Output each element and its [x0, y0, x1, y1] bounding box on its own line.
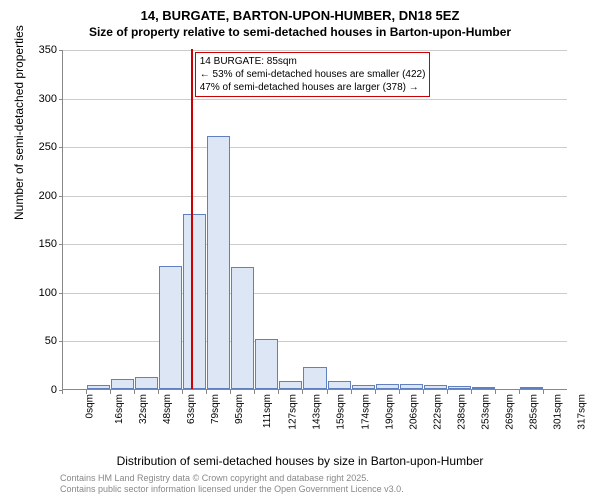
- x-tick-label: 159sqm: [336, 394, 347, 430]
- x-tick-mark: [278, 390, 279, 394]
- x-tick-label: 63sqm: [186, 394, 197, 424]
- x-tick-label: 174sqm: [360, 394, 371, 430]
- x-tick-mark: [375, 390, 376, 394]
- footer-attribution: Contains HM Land Registry data © Crown c…: [60, 473, 404, 496]
- x-tick-mark: [543, 390, 544, 394]
- x-tick-label: 206sqm: [408, 394, 419, 430]
- histogram-bar: [520, 387, 543, 389]
- annotation-line: ← 53% of semi-detached houses are smalle…: [200, 68, 426, 81]
- x-tick-label: 0sqm: [84, 394, 95, 418]
- x-tick-mark: [158, 390, 159, 394]
- gridline: [63, 99, 567, 100]
- x-tick-label: 269sqm: [504, 394, 515, 430]
- reference-marker-line: [191, 49, 193, 389]
- x-tick-label: 79sqm: [210, 394, 221, 424]
- histogram-bar: [159, 266, 182, 389]
- gridline: [63, 147, 567, 148]
- x-tick-mark: [62, 390, 63, 394]
- histogram-bar: [87, 385, 110, 389]
- chart-title-main: 14, BURGATE, BARTON-UPON-HUMBER, DN18 5E…: [0, 0, 600, 23]
- x-tick-label: 253sqm: [480, 394, 491, 430]
- y-tick-label: 100: [39, 287, 57, 299]
- histogram-bar: [183, 214, 206, 389]
- plot-area: 05010015020025030035014 BURGATE: 85sqm← …: [62, 50, 567, 390]
- x-tick-mark: [519, 390, 520, 394]
- y-axis-label: Number of semi-detached properties: [12, 25, 26, 220]
- x-tick-label: 285sqm: [528, 394, 539, 430]
- x-tick-mark: [206, 390, 207, 394]
- gridline: [63, 50, 567, 51]
- x-tick-label: 16sqm: [114, 394, 125, 424]
- chart-container: 05010015020025030035014 BURGATE: 85sqm← …: [62, 50, 567, 420]
- x-tick-mark: [327, 390, 328, 394]
- x-tick-mark: [182, 390, 183, 394]
- y-tick-label: 0: [51, 384, 57, 396]
- x-tick-mark: [495, 390, 496, 394]
- histogram-bar: [303, 367, 326, 389]
- y-tick-mark: [59, 341, 63, 342]
- marker-annotation: 14 BURGATE: 85sqm← 53% of semi-detached …: [195, 52, 431, 97]
- y-tick-label: 350: [39, 44, 57, 56]
- histogram-bar: [279, 381, 302, 389]
- x-tick-label: 127sqm: [288, 394, 299, 430]
- histogram-bar: [352, 385, 375, 389]
- histogram-bar: [255, 339, 278, 390]
- y-tick-label: 200: [39, 190, 57, 202]
- x-tick-mark: [423, 390, 424, 394]
- x-tick-mark: [110, 390, 111, 394]
- histogram-bar: [400, 384, 423, 389]
- histogram-bar: [135, 377, 158, 389]
- y-tick-label: 250: [39, 141, 57, 153]
- y-tick-mark: [59, 147, 63, 148]
- x-tick-mark: [351, 390, 352, 394]
- gridline: [63, 341, 567, 342]
- x-tick-mark: [447, 390, 448, 394]
- histogram-bar: [448, 386, 471, 389]
- x-tick-mark: [134, 390, 135, 394]
- histogram-bar: [376, 384, 399, 389]
- x-tick-label: 111sqm: [262, 394, 273, 428]
- annotation-line: 47% of semi-detached houses are larger (…: [200, 81, 426, 94]
- x-tick-mark: [230, 390, 231, 394]
- x-tick-mark: [254, 390, 255, 394]
- y-tick-label: 300: [39, 93, 57, 105]
- x-tick-mark: [471, 390, 472, 394]
- footer-line: Contains public sector information licen…: [60, 484, 404, 496]
- histogram-bar: [328, 381, 351, 389]
- x-tick-label: 222sqm: [432, 394, 443, 430]
- histogram-bar: [472, 387, 495, 389]
- histogram-bar: [111, 379, 134, 389]
- x-tick-label: 190sqm: [384, 394, 395, 430]
- y-tick-mark: [59, 196, 63, 197]
- x-tick-label: 143sqm: [312, 394, 323, 430]
- chart-title-sub: Size of property relative to semi-detach…: [0, 23, 600, 39]
- gridline: [63, 293, 567, 294]
- x-tick-label: 48sqm: [162, 394, 173, 424]
- x-tick-label: 301sqm: [552, 394, 563, 430]
- x-tick-mark: [302, 390, 303, 394]
- y-tick-mark: [59, 99, 63, 100]
- histogram-bar: [424, 385, 447, 389]
- x-tick-label: 95sqm: [234, 394, 245, 424]
- x-axis-label: Distribution of semi-detached houses by …: [0, 454, 600, 468]
- x-tick-label: 317sqm: [577, 394, 588, 430]
- y-tick-mark: [59, 244, 63, 245]
- y-tick-label: 50: [45, 335, 57, 347]
- gridline: [63, 244, 567, 245]
- y-tick-label: 150: [39, 238, 57, 250]
- x-tick-label: 32sqm: [138, 394, 149, 424]
- x-tick-mark: [399, 390, 400, 394]
- x-tick-label: 238sqm: [456, 394, 467, 430]
- histogram-bar: [231, 267, 254, 389]
- footer-line: Contains HM Land Registry data © Crown c…: [60, 473, 404, 485]
- gridline: [63, 196, 567, 197]
- x-tick-mark: [86, 390, 87, 394]
- y-tick-mark: [59, 50, 63, 51]
- y-tick-mark: [59, 293, 63, 294]
- histogram-bar: [207, 136, 230, 389]
- annotation-line: 14 BURGATE: 85sqm: [200, 55, 426, 68]
